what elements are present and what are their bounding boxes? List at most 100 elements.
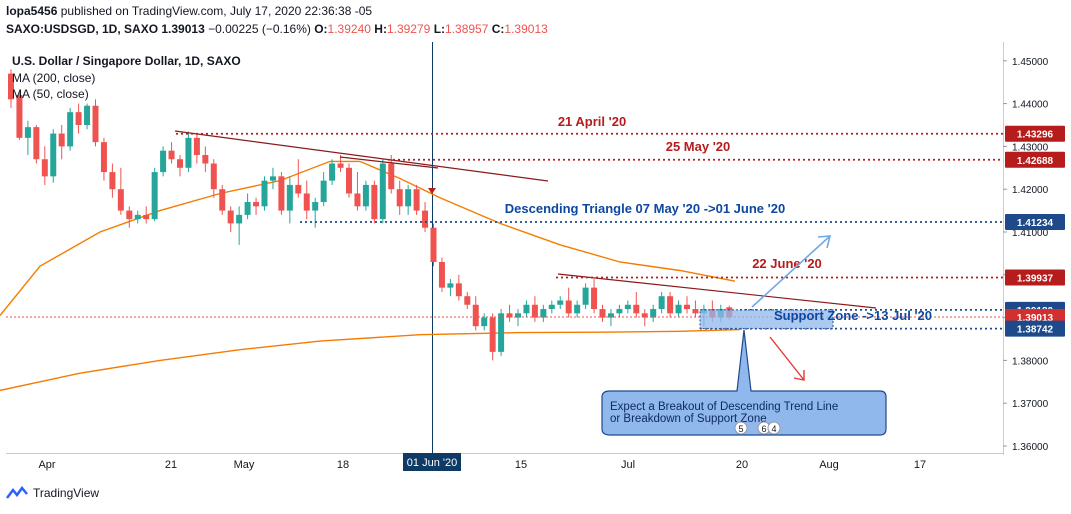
candle-body — [464, 296, 471, 305]
ma50-line — [0, 160, 736, 316]
price-level-tag-label: 1.43296 — [1017, 130, 1054, 141]
legend-ma200: MA (200, close) — [12, 71, 95, 85]
candle-body — [565, 300, 572, 314]
candle-body — [117, 189, 124, 211]
candle-body — [261, 180, 268, 207]
candle-body — [692, 309, 699, 314]
annotation-text: 22 June '20 — [752, 256, 822, 271]
candle-body — [126, 210, 133, 220]
time-tick-label: 18 — [337, 459, 349, 471]
tradingview-logo-icon — [6, 486, 28, 499]
bearish-arrowhead — [793, 370, 805, 381]
trendline-april — [174, 130, 549, 182]
time-tick-label: Jul — [621, 459, 635, 471]
candle-body — [422, 210, 429, 228]
candle-body — [312, 202, 319, 211]
candle-body — [396, 189, 403, 207]
event-badge — [767, 421, 781, 435]
footer-brand[interactable]: TradingView — [6, 486, 99, 500]
price-tick-label: 1.44000 — [1012, 100, 1049, 111]
last-price: 1.39013 — [161, 22, 205, 36]
candle-body — [143, 214, 150, 220]
time-tick-label: May — [234, 459, 255, 471]
candle-body — [278, 176, 285, 211]
candle-body — [667, 296, 674, 314]
symbol-label: SAXO:USDSGD, 1D, SAXO — [6, 22, 159, 36]
time-tick-label: 20 — [736, 459, 748, 471]
candle-body — [58, 133, 65, 147]
candle-body — [303, 193, 310, 211]
price-level-tag — [1005, 320, 1065, 337]
event-badge-label: 5 — [738, 424, 743, 434]
price-level-tag-label: 1.42688 — [1017, 156, 1054, 167]
candle-body — [591, 287, 598, 310]
price-tick-label: 1.43000 — [1012, 142, 1049, 153]
candle-body — [50, 133, 57, 177]
candle-body — [346, 167, 352, 194]
candle-body — [151, 172, 158, 220]
candle-body — [438, 261, 445, 288]
candle-body — [269, 176, 276, 181]
ohlc-header: SAXO:USDSGD, 1D, SAXO 1.39013 −0.00225 (… — [6, 22, 548, 36]
candle-body — [531, 304, 538, 318]
time-tick-label: Aug — [819, 459, 839, 471]
candle-body — [506, 313, 513, 318]
candle-body — [202, 154, 209, 164]
price-tick-label: 1.37000 — [1012, 399, 1049, 410]
candle-body — [455, 283, 462, 297]
trendline-may — [339, 156, 439, 169]
candle-body — [582, 287, 589, 305]
candle-body — [362, 184, 369, 207]
candle-body — [210, 163, 217, 190]
candle-body — [134, 214, 141, 220]
candle-body — [67, 112, 74, 147]
candle-body — [371, 184, 378, 220]
low-value: 1.38957 — [445, 22, 489, 36]
candle-body — [337, 163, 344, 168]
candle-body — [523, 304, 530, 314]
publish-header: lopa5456 published on TradingView.com, J… — [6, 4, 372, 18]
candle-body — [405, 189, 412, 207]
candle-body — [24, 127, 31, 138]
price-change: −0.00225 (−0.16%) — [208, 22, 311, 36]
event-badge — [734, 421, 748, 435]
annotation-text: 21 April '20 — [558, 114, 626, 129]
trendline-june — [557, 273, 877, 309]
candle-body — [641, 313, 648, 318]
candle-body — [227, 210, 234, 224]
candle-body — [185, 137, 192, 168]
price-level-tag — [1005, 269, 1065, 286]
candle-body — [447, 283, 454, 288]
price-tick-label: 1.36000 — [1012, 442, 1049, 453]
candle-body — [515, 313, 521, 318]
price-level-tag-label: 1.39013 — [1017, 313, 1054, 324]
publisher-name[interactable]: lopa5456 — [6, 4, 58, 18]
callout-note — [601, 329, 887, 436]
legend-title: U.S. Dollar / Singapore Dollar, 1D, SAXO — [12, 54, 241, 68]
candle-body — [633, 304, 640, 314]
candle-body — [100, 142, 107, 173]
candle-body — [624, 304, 631, 310]
candle-body — [160, 150, 167, 173]
candle-body — [193, 137, 200, 155]
candle-body — [599, 309, 606, 318]
bullish-arrowhead — [817, 235, 832, 249]
candle-body — [109, 172, 116, 190]
close-value: 1.39013 — [504, 22, 548, 36]
footer-brand-label: TradingView — [33, 486, 100, 500]
candle-body — [92, 105, 99, 143]
candle-body — [607, 313, 614, 318]
candle-body — [574, 304, 581, 314]
candle-body — [16, 95, 23, 138]
bearish-arrow — [769, 336, 805, 381]
high-value: 1.39279 — [386, 22, 431, 36]
candle-body — [33, 127, 40, 160]
candle-body — [84, 105, 91, 125]
candle-body — [329, 163, 336, 181]
time-tick-label: 21 — [165, 459, 177, 471]
bullish-arrow — [751, 235, 831, 308]
candle-body — [481, 317, 488, 327]
candle-body — [219, 189, 226, 211]
candle-body — [650, 309, 657, 318]
